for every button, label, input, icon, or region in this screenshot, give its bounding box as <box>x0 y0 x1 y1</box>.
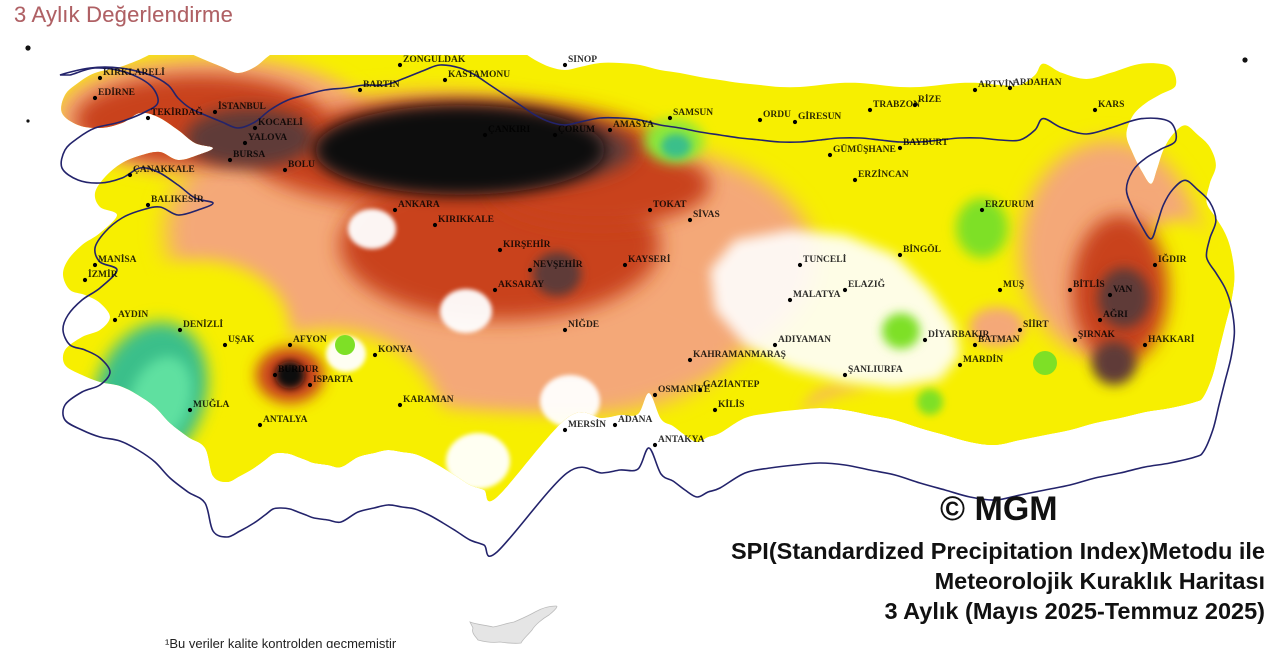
svg-text:ŞANLIURFA: ŞANLIURFA <box>848 365 903 375</box>
svg-text:ORDU: ORDU <box>763 110 791 120</box>
svg-text:BATMAN: BATMAN <box>978 335 1020 345</box>
svg-text:BURSA: BURSA <box>233 150 265 160</box>
svg-text:ERZURUM: ERZURUM <box>985 200 1034 210</box>
svg-text:RİZE: RİZE <box>918 93 941 105</box>
svg-text:ÇANAKKALE: ÇANAKKALE <box>133 165 195 175</box>
svg-text:KIRIKKALE: KIRIKKALE <box>438 215 494 225</box>
svg-text:ARDAHAN: ARDAHAN <box>1013 78 1062 88</box>
svg-text:SİİRT: SİİRT <box>1023 318 1049 330</box>
svg-text:GAZİANTEP: GAZİANTEP <box>703 378 760 390</box>
svg-text:TOKAT: TOKAT <box>653 200 687 210</box>
svg-text:BOLU: BOLU <box>288 160 315 170</box>
svg-text:İSTANBUL: İSTANBUL <box>218 100 266 112</box>
svg-text:MANİSA: MANİSA <box>98 253 137 265</box>
svg-text:ZONGULDAK: ZONGULDAK <box>403 55 466 65</box>
svg-text:SİVAS: SİVAS <box>693 208 720 220</box>
svg-text:ÇANKIRI: ÇANKIRI <box>488 125 531 135</box>
svg-text:BURDUR: BURDUR <box>278 365 319 375</box>
svg-text:KAYSERİ: KAYSERİ <box>628 253 671 265</box>
svg-text:HAKKARİ: HAKKARİ <box>1148 333 1195 345</box>
svg-text:MERSİN: MERSİN <box>568 418 606 430</box>
svg-text:KARS: KARS <box>1098 100 1124 110</box>
svg-text:BALIKESİR: BALIKESİR <box>151 193 204 205</box>
svg-text:KASTAMONU: KASTAMONU <box>448 70 510 80</box>
svg-text:TUNCELİ: TUNCELİ <box>803 253 847 265</box>
svg-text:MUŞ: MUŞ <box>1003 280 1024 290</box>
svg-text:ANTALYA: ANTALYA <box>263 415 308 425</box>
svg-text:ANKARA: ANKARA <box>398 200 440 210</box>
svg-text:AMASYA: AMASYA <box>613 120 654 130</box>
svg-text:EDİRNE: EDİRNE <box>98 86 135 98</box>
svg-text:ERZİNCAN: ERZİNCAN <box>858 168 909 180</box>
svg-text:KİLİS: KİLİS <box>718 398 744 410</box>
svg-text:SAMSUN: SAMSUN <box>673 108 713 118</box>
svg-text:KAHRAMANMARAŞ: KAHRAMANMARAŞ <box>693 350 786 360</box>
svg-text:KIRŞEHİR: KIRŞEHİR <box>503 238 551 250</box>
svg-text:YALOVA: YALOVA <box>248 133 287 143</box>
svg-text:BARTIN: BARTIN <box>363 80 400 90</box>
svg-text:KIRKLARELİ: KIRKLARELİ <box>103 66 165 78</box>
svg-text:VAN: VAN <box>1113 285 1132 295</box>
svg-text:ANTAKYA: ANTAKYA <box>658 435 705 445</box>
svg-text:ISPARTA: ISPARTA <box>313 375 353 385</box>
svg-text:KARAMAN: KARAMAN <box>403 395 454 405</box>
svg-text:AKSARAY: AKSARAY <box>498 280 544 290</box>
svg-text:ÇORUM: ÇORUM <box>558 125 595 135</box>
svg-text:BİTLİS: BİTLİS <box>1073 278 1105 290</box>
svg-text:GİRESUN: GİRESUN <box>798 110 841 122</box>
svg-text:İZMİR: İZMİR <box>88 268 118 280</box>
svg-text:ŞIRNAK: ŞIRNAK <box>1078 330 1116 340</box>
svg-text:MALATYA: MALATYA <box>793 290 841 300</box>
svg-text:DENİZLİ: DENİZLİ <box>183 318 223 330</box>
svg-text:BAYBURT: BAYBURT <box>903 138 949 148</box>
svg-text:UŞAK: UŞAK <box>228 335 255 345</box>
svg-text:ADIYAMAN: ADIYAMAN <box>778 335 831 345</box>
svg-text:NEVŞEHİR: NEVŞEHİR <box>533 258 583 270</box>
svg-text:ADANA: ADANA <box>618 415 652 425</box>
svg-text:KONYA: KONYA <box>378 345 413 355</box>
svg-text:AYDIN: AYDIN <box>118 310 148 320</box>
svg-text:KOCAELİ: KOCAELİ <box>258 116 303 128</box>
svg-text:MARDİN: MARDİN <box>963 353 1003 365</box>
svg-text:SİNOP: SİNOP <box>568 55 597 65</box>
svg-text:AFYON: AFYON <box>293 335 327 345</box>
